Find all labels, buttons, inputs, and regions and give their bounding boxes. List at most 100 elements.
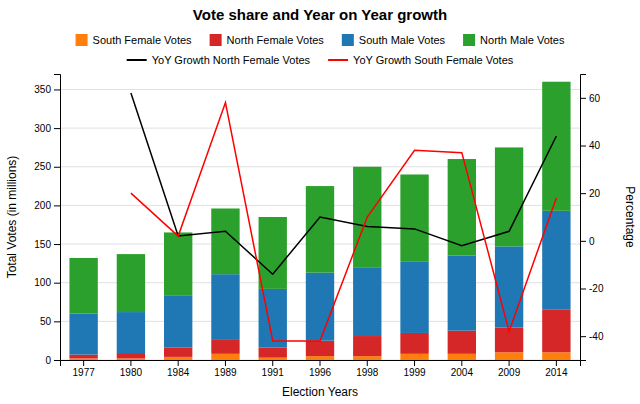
legend-label: South Male Votes	[359, 34, 446, 46]
bar	[400, 174, 428, 261]
bar	[211, 208, 239, 274]
legend-item: YoY Growth South Female Votes	[328, 54, 514, 66]
y-tick-label: 100	[34, 277, 51, 288]
legend: South Female Votes North Female Votes Sout…	[76, 34, 565, 46]
legend-swatch	[342, 34, 354, 46]
y-tick-label: 150	[34, 239, 51, 250]
y-tick: 300	[34, 123, 60, 134]
x-axis-line	[61, 361, 581, 367]
bar	[353, 267, 381, 336]
bar	[306, 356, 334, 360]
x-tick-mark	[225, 360, 226, 366]
bar	[117, 358, 145, 360]
bar	[495, 246, 523, 327]
x-tick-label: 1998	[356, 367, 379, 378]
y2-axis-title: Percentage	[623, 186, 637, 248]
y-tick-mark	[54, 360, 60, 361]
y2-tick: 40	[580, 140, 601, 151]
bar	[259, 358, 287, 360]
y-tick: 50	[40, 316, 60, 327]
y-tick-mark	[54, 283, 60, 284]
bar	[164, 296, 192, 348]
y2-tick-mark	[580, 193, 586, 194]
x-axis: 1977198019841989199119961998199920042009…	[61, 360, 581, 378]
x-tick: 1984	[167, 360, 190, 378]
bar	[400, 354, 428, 360]
y-axis-title: Total Votes (in millions)	[5, 156, 19, 279]
grid-line	[60, 89, 580, 90]
y-tick-mark	[54, 167, 60, 168]
y-tick-mark	[54, 244, 60, 245]
x-tick-label: 1989	[214, 367, 237, 378]
y2-tick-label: 20	[589, 188, 601, 199]
x-tick-mark	[320, 360, 321, 366]
bar	[69, 314, 97, 355]
x-tick: 1980	[120, 360, 143, 378]
title: Vote share and Year on Year growth	[193, 6, 447, 23]
y-tick-mark	[54, 205, 60, 206]
x-tick-mark	[272, 360, 273, 366]
x-tick: 1991	[262, 360, 285, 378]
legend-item: North Male Votes	[463, 34, 565, 46]
x-tick-label: 1984	[167, 367, 190, 378]
y2-tick: 60	[580, 93, 601, 104]
y2-tick: -20	[580, 283, 604, 294]
grid-line	[60, 128, 580, 129]
legend-label: North Male Votes	[480, 34, 565, 46]
line	[131, 103, 556, 341]
legend-swatch	[76, 34, 88, 46]
bar	[542, 352, 570, 360]
y2-tick-label: -20	[589, 283, 604, 294]
legend-item: North Female Votes	[210, 34, 325, 46]
bar	[448, 256, 476, 331]
legend-swatch	[463, 34, 475, 46]
bar	[164, 232, 192, 295]
legend-label: South Female Votes	[93, 34, 193, 46]
y-tick-mark	[54, 321, 60, 322]
y2-axis-line	[581, 75, 587, 361]
bar	[448, 331, 476, 354]
legend-swatch	[328, 59, 348, 61]
y2-tick-mark	[580, 146, 586, 147]
bar	[448, 159, 476, 256]
bar	[69, 358, 97, 360]
chart: 1977198019841989199119961998199920042009…	[0, 0, 640, 404]
legend-label: North Female Votes	[227, 34, 325, 46]
bar	[259, 348, 287, 358]
legend-swatch	[210, 34, 222, 46]
bar	[117, 353, 145, 358]
legend-item: South Male Votes	[342, 34, 446, 46]
y2-axis: -40 -20 0 20 40 60	[580, 75, 604, 361]
y2-tick-label: -40	[589, 331, 604, 342]
line	[131, 93, 556, 274]
y-tick: 250	[34, 161, 60, 172]
bar	[353, 356, 381, 360]
bar	[306, 273, 334, 341]
bar	[164, 357, 192, 360]
bar	[259, 217, 287, 289]
y-tick: 0	[45, 355, 60, 366]
x-tick-mark	[461, 360, 462, 366]
x-tick: 2014	[545, 360, 568, 378]
y-tick-label: 0	[45, 355, 51, 366]
bar	[117, 254, 145, 312]
x-tick-label: 1977	[73, 367, 96, 378]
x-axis-title: Election Years	[282, 385, 358, 399]
x-tick-label: 2014	[545, 367, 568, 378]
y2-tick-mark	[580, 98, 586, 99]
y-tick: 150	[34, 239, 60, 250]
x-tick-mark	[414, 360, 415, 366]
bar	[164, 348, 192, 357]
legend-label: YoY Growth North Female Votes	[152, 54, 311, 66]
y-axis-line	[54, 75, 61, 361]
x-tick: 1998	[356, 360, 379, 378]
bar	[400, 333, 428, 354]
y2-tick: 0	[580, 236, 595, 247]
x-tick-label: 1980	[120, 367, 143, 378]
plot-area: 1977198019841989199119961998199920042009…	[5, 75, 637, 400]
bar	[69, 258, 97, 314]
y-tick: 200	[34, 200, 60, 211]
legend-item: South Female Votes	[76, 34, 193, 46]
x-tick-mark	[556, 360, 557, 366]
bar	[69, 355, 97, 359]
